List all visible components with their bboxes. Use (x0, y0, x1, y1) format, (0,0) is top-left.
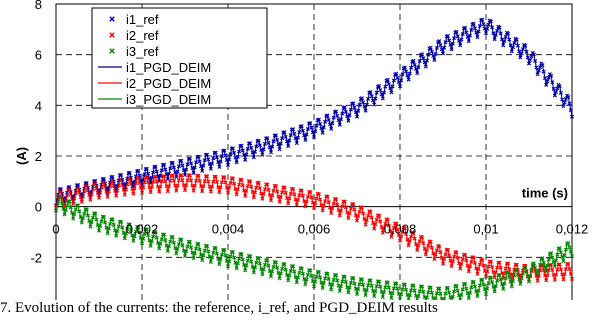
plot-frame (55, 3, 573, 300)
legend-label: i1_PGD_DEIM (126, 60, 211, 75)
legend-label: i3_ref (126, 44, 159, 59)
series-layer (53, 17, 575, 300)
legend-label: i3_PGD_DEIM (126, 92, 211, 107)
y-tick-label: 4 (35, 98, 42, 113)
y-tick-label: 2 (35, 149, 42, 164)
series-i2_PGD_DEIM (55, 174, 573, 282)
y-tick-label: 8 (35, 0, 42, 12)
x-tick-label: 0,002 (126, 222, 159, 237)
series-i1_PGD_DEIM (55, 19, 573, 206)
y-tick-label: -2 (30, 250, 42, 265)
x-tick-label: 0,004 (212, 222, 245, 237)
x-tick-label: 0,01 (473, 222, 498, 237)
figure-caption: 7. Evolution of the currents: the refere… (0, 300, 438, 316)
x-tick-label: 0 (52, 222, 59, 237)
chart: 00,0020,0040,0060,0080,010,012-4-202468 … (14, 0, 589, 300)
y-axis-label: (A) (14, 147, 29, 165)
y-tick-label: 0 (35, 200, 42, 215)
x-tick-label: 0,012 (556, 222, 589, 237)
legend-box (91, 7, 268, 109)
legend-label: i2_PGD_DEIM (126, 76, 211, 91)
series-line (55, 174, 573, 282)
legend-label: i2_ref (126, 28, 159, 43)
x-tick-label: 0,006 (298, 222, 331, 237)
legend: i1_refi2_refi3_refi1_PGD_DEIMi2_PGD_DEIM… (91, 7, 268, 109)
series-line (55, 19, 573, 206)
legend-label: i1_ref (126, 12, 159, 27)
series-line (55, 196, 573, 300)
y-tick-label: 6 (35, 48, 42, 63)
x-axis-label: time (s) (522, 186, 568, 201)
legend-marker (109, 32, 115, 38)
x-tick-label: 0,008 (384, 222, 417, 237)
legend-marker (109, 48, 115, 54)
legend-marker (109, 16, 115, 22)
series-i3_PGD_DEIM (55, 196, 573, 300)
